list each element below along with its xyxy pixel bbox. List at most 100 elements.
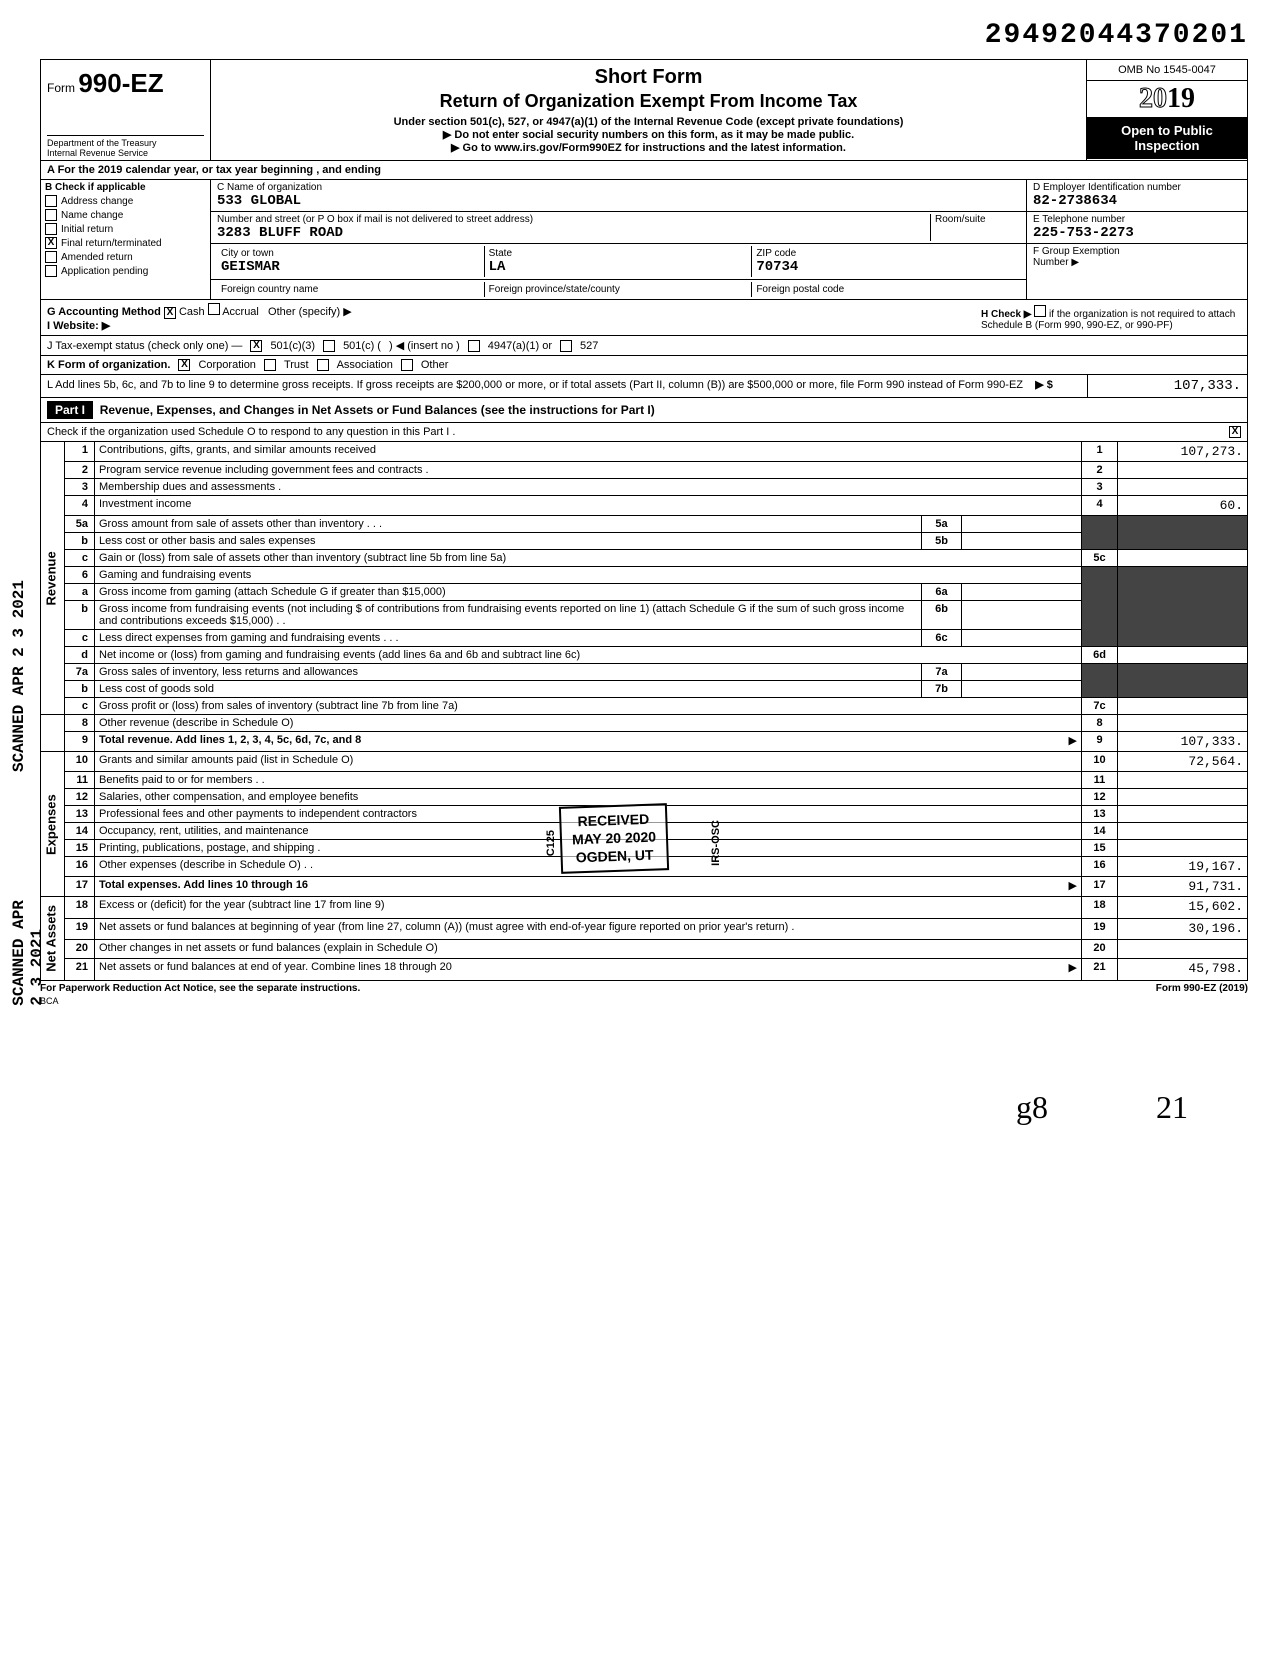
l11-desc: Benefits paid to or for members . .	[95, 772, 1082, 789]
l3-amt	[1118, 479, 1248, 496]
cb-address[interactable]	[45, 195, 57, 207]
schedule-o-row: Check if the organization used Schedule …	[40, 423, 1248, 442]
l20-num: 20	[65, 940, 95, 958]
cb-4947[interactable]	[468, 340, 480, 352]
l3-desc: Membership dues and assessments .	[95, 479, 1082, 496]
l4-amt: 60.	[1118, 496, 1248, 516]
return-title: Return of Organization Exempt From Incom…	[221, 91, 1076, 112]
cb-other-org[interactable]	[401, 359, 413, 371]
l7c-desc: Gross profit or (loss) from sales of inv…	[95, 698, 1082, 715]
cb-amended[interactable]	[45, 251, 57, 263]
check-if-applicable: Check if applicable	[55, 182, 146, 193]
l14-ln: 14	[1082, 823, 1118, 840]
l4-num: 4	[65, 496, 95, 516]
cb-schedule-b[interactable]	[1034, 305, 1046, 317]
l13-ln: 13	[1082, 806, 1118, 823]
l6b-sub: 6b	[922, 601, 962, 630]
l7b-desc: Less cost of goods sold	[95, 681, 922, 698]
cb-final[interactable]	[45, 237, 57, 249]
l5c-amt	[1118, 550, 1248, 567]
l5a-sub: 5a	[922, 516, 962, 533]
expenses-label: Expenses	[41, 752, 65, 897]
l13-amt	[1118, 806, 1248, 823]
l7b-sub: 7b	[922, 681, 962, 698]
l21-num: 21	[65, 958, 95, 980]
l18-amt: 15,602.	[1118, 897, 1248, 919]
netassets-label: Net Assets	[41, 897, 65, 981]
l2-amt	[1118, 462, 1248, 479]
footer-bca: BCA	[40, 996, 1248, 1006]
year-bold: 19	[1167, 83, 1195, 114]
l6b-desc: Gross income from fundraising events (no…	[95, 601, 922, 630]
cb-527[interactable]	[560, 340, 572, 352]
open-public-1: Open to Public	[1091, 123, 1243, 138]
cb-cash[interactable]	[164, 307, 176, 319]
l6d-desc: Net income or (loss) from gaming and fun…	[95, 647, 1082, 664]
tax-exempt-label: J Tax-exempt status (check only one) —	[47, 340, 242, 352]
lbl-trust: Trust	[284, 359, 309, 371]
cb-corp[interactable]	[178, 359, 190, 371]
revenue-label: Revenue	[41, 442, 65, 715]
cb-501c3[interactable]	[250, 340, 262, 352]
cb-initial[interactable]	[45, 223, 57, 235]
form-number: 990-EZ	[78, 68, 163, 98]
l5b-subamt	[962, 533, 1082, 550]
l21-arrow: ▶	[1069, 961, 1077, 974]
l6-shaded	[1082, 567, 1118, 647]
l18-desc: Excess or (deficit) for the year (subtra…	[95, 897, 1082, 919]
l3-ln: 3	[1082, 479, 1118, 496]
l12-amt	[1118, 789, 1248, 806]
cb-trust[interactable]	[264, 359, 276, 371]
cb-pending[interactable]	[45, 265, 57, 277]
state-label: State	[489, 248, 748, 259]
l15-num: 15	[65, 840, 95, 857]
l8-num: 8	[65, 715, 95, 732]
street: 3283 BLUFF ROAD	[217, 225, 930, 241]
l2-desc: Program service revenue including govern…	[95, 462, 1082, 479]
l6-desc: Gaming and fundraising events	[95, 567, 1082, 584]
l6-num: 6	[65, 567, 95, 584]
cb-name[interactable]	[45, 209, 57, 221]
l6b-num: b	[65, 601, 95, 630]
row-g-i: G Accounting Method Cash Accrual Other (…	[40, 300, 1248, 336]
cb-accrual[interactable]	[208, 303, 220, 315]
cb-assoc[interactable]	[317, 359, 329, 371]
dln: 29492044370201	[40, 20, 1248, 51]
l7a-sub: 7a	[922, 664, 962, 681]
schedule-o-text: Check if the organization used Schedule …	[47, 426, 455, 438]
b-label: B	[45, 182, 52, 193]
check-column-b: B Check if applicable Address change Nam…	[41, 180, 211, 299]
lbl-pending: Application pending	[61, 266, 148, 277]
l6a-desc: Gross income from gaming (attach Schedul…	[95, 584, 922, 601]
l20-desc: Other changes in net assets or fund bala…	[95, 940, 1082, 958]
footer: For Paperwork Reduction Act Notice, see …	[40, 981, 1248, 996]
l12-desc: Salaries, other compensation, and employ…	[95, 789, 1082, 806]
l2-num: 2	[65, 462, 95, 479]
ein: 82-2738634	[1033, 193, 1241, 209]
l8-ln: 8	[1082, 715, 1118, 732]
lbl-cash: Cash	[179, 306, 205, 318]
l21-ln: 21	[1082, 958, 1118, 980]
l5b-desc: Less cost or other basis and sales expen…	[95, 533, 922, 550]
l12-num: 12	[65, 789, 95, 806]
ein-label: D Employer Identification number	[1033, 182, 1241, 193]
l18-ln: 18	[1082, 897, 1118, 919]
row-k: K Form of organization. Corporation Trus…	[40, 356, 1248, 375]
subtitle-1: Under section 501(c), 527, or 4947(a)(1)…	[221, 116, 1076, 128]
l18-num: 18	[65, 897, 95, 919]
org-name: 533 GLOBAL	[217, 193, 1020, 209]
cb-501c[interactable]	[323, 340, 335, 352]
l2-ln: 2	[1082, 462, 1118, 479]
l7c-amt	[1118, 698, 1248, 715]
dept-irs: Internal Revenue Service	[47, 148, 204, 158]
l9-amt: 107,333.	[1118, 732, 1248, 752]
cb-schedule-o[interactable]	[1229, 426, 1241, 438]
l5-shaded	[1082, 516, 1118, 550]
subtitle-2: ▶ Do not enter social security numbers o…	[221, 128, 1076, 141]
l16-ln: 16	[1082, 857, 1118, 877]
l20-ln: 20	[1082, 940, 1118, 958]
l9-num: 9	[65, 732, 95, 752]
l21-desc: Net assets or fund balances at end of ye…	[99, 961, 452, 973]
l19-desc: Net assets or fund balances at beginning…	[95, 918, 1082, 940]
revenue-label-cont	[41, 715, 65, 752]
